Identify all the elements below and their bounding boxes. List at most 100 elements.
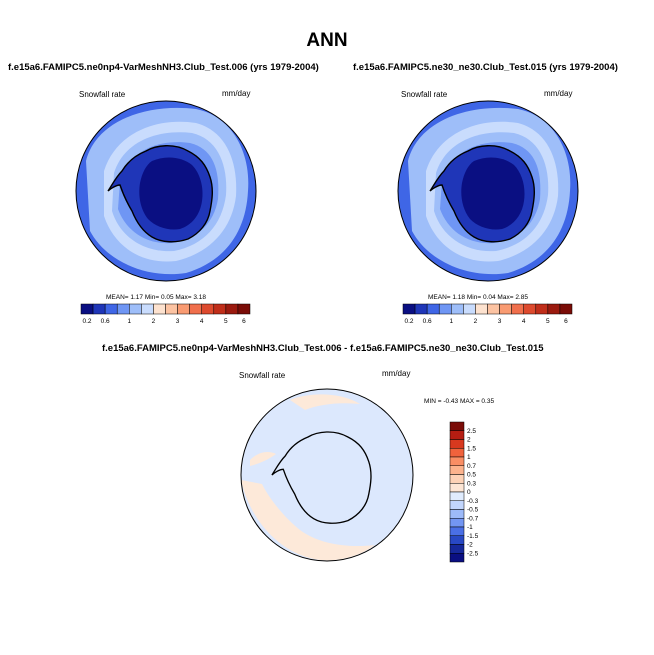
colorbar-swatch [449,474,465,484]
colorbar-tick-label: 0.6 [101,318,110,325]
colorbar-swatch [523,303,537,315]
colorbar-swatch [449,526,465,536]
colorbar-swatch [449,448,465,458]
colorbar-tick-label: 3 [176,318,180,325]
colorbar-swatch [116,303,130,315]
panel-test-map-border [75,100,257,282]
colorbar-tick-label: 5 [224,318,228,325]
colorbar-tick-label: -0.5 [467,507,479,514]
colorbar-swatch [402,303,416,315]
panel-difference-map-border [240,388,414,562]
colorbar-swatch [475,303,488,315]
panel-test-colorbar: 0.2 0.6 1 2 3 4 5 6 [80,303,251,325]
colorbar-swatch [414,303,428,315]
colorbar-tick-label: 0.3 [467,480,476,487]
colorbar-swatch [438,303,452,315]
colorbar-swatch [153,303,166,315]
colorbar-swatch [487,303,500,315]
colorbar-swatch [177,303,190,315]
panel-control-title: f.e15a6.FAMIPC5.ne30_ne30.Club_Test.015 … [353,62,618,73]
colorbar-swatch [225,303,239,315]
stat-min-label: Min= [144,294,160,301]
colorbar-swatch [426,303,440,315]
stat-min-value: 0.05 [160,294,174,301]
colorbar-tick-label: -1 [467,524,473,531]
colorbar-swatch [449,439,465,449]
colorbar-swatch [201,303,215,315]
colorbar-tick-label: 0.6 [423,318,432,325]
panel-difference-map [241,389,413,561]
panel-test-units: mm/day [222,89,251,98]
colorbar-swatch [499,303,512,315]
colorbar-swatch [141,303,154,315]
panel-difference-stats: MIN = -0.43 MAX = 0.35 [424,398,495,405]
colorbar-tick-label: -2.5 [467,550,479,557]
colorbar-swatch [449,544,465,554]
colorbar-swatch [80,303,94,315]
colorbar-tick-label: 0 [467,489,471,496]
panel-control-map-border [397,100,579,282]
colorbar-swatch [449,509,465,519]
colorbar-swatch [463,303,476,315]
colorbar-tick-label: 3 [498,318,502,325]
panel-test-title: f.e15a6.FAMIPC5.ne0np4-VarMeshNH3.Club_T… [8,62,319,73]
panel-difference-variable: Snowfall rate [239,371,286,380]
colorbar-swatch [104,303,118,315]
colorbar-swatch [449,535,465,545]
panel-difference-units: mm/day [382,369,411,378]
stat-max-value: 2.85 [515,294,528,301]
colorbar-tick-label: 2 [474,318,478,325]
colorbar-swatch [449,465,465,475]
colorbar-swatch [449,483,465,493]
figure-title: ANN [306,30,348,51]
colorbar-swatch [449,553,465,563]
panel-control-map [398,101,578,281]
panel-test-stats: MEAN= 1.17 Min= 0.05 Max= 3.18 [106,294,206,301]
colorbar-swatch [237,303,251,315]
colorbar-tick-label: 1.5 [467,445,476,452]
stat-max-value: 3.18 [193,294,206,301]
colorbar-swatch [449,518,465,528]
colorbar-swatch [559,303,573,315]
colorbar-swatch [165,303,178,315]
colorbar-tick-label: 6 [242,318,246,325]
colorbar-tick-label: 4 [522,318,526,325]
panel-difference-colorbar: 2.5 21.5 1 0.7 0.50.3 0 -0.3 -0.5-0.7 -1 -1.5 -2-2… [449,421,479,563]
colorbar-swatch [213,303,227,315]
stat-mean-label: MEAN= [428,294,451,301]
colorbar-swatch [449,491,465,501]
colorbar-swatch [511,303,524,315]
panel-control-units: mm/day [544,89,573,98]
colorbar-swatch [451,303,464,315]
colorbar-tick-label: 5 [546,318,550,325]
colorbar-swatch [449,421,465,431]
stat-mean-value: 1.17 [130,294,144,301]
colorbar-swatch [449,456,465,466]
colorbar-tick-label: 2 [152,318,156,325]
colorbar-tick-label: 0.2 [83,318,92,325]
colorbar-swatch [449,500,465,510]
colorbar-swatch [547,303,561,315]
colorbar-tick-label: -0.3 [467,498,479,505]
colorbar-tick-label: 6 [564,318,568,325]
colorbar-tick-label: -1.5 [467,533,479,540]
colorbar-swatch [189,303,202,315]
colorbar-tick-label: 0.7 [467,463,476,470]
colorbar-swatch [449,430,465,440]
colorbar-swatch [92,303,106,315]
colorbar-tick-label: 1 [467,454,471,461]
panel-test-map [76,101,256,281]
colorbar-tick-label: 1 [449,318,453,325]
colorbar-tick-label: -0.7 [467,515,479,522]
colorbar-swatch [129,303,142,315]
colorbar-tick-label: 2 [467,437,471,444]
stat-mean-label: MEAN= [106,294,129,301]
stat-mean-value: 1.18 [452,294,466,301]
panel-control-stats: MEAN= 1.18 Min= 0.04 Max= 2.85 [428,294,528,301]
colorbar-tick-label: -2 [467,542,473,549]
stat-max-label: Max= [497,294,514,301]
colorbar-tick-label: 2.5 [467,428,476,435]
panel-control-variable: Snowfall rate [401,90,448,99]
colorbar-tick-label: 4 [200,318,204,325]
